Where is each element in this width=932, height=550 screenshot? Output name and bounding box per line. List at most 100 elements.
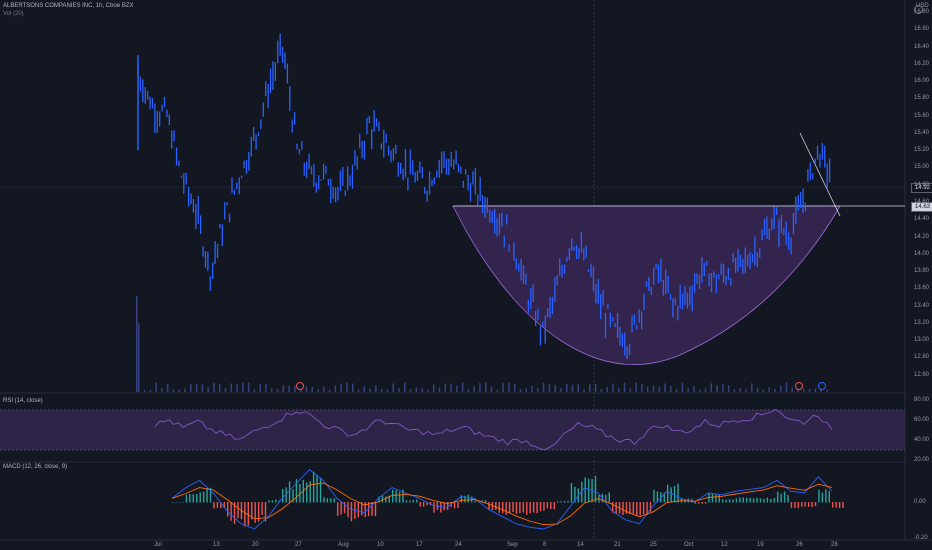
macd-histogram-bar <box>319 477 322 503</box>
volume-bar <box>756 387 759 392</box>
macd-histogram-bar <box>374 502 377 517</box>
macd-histogram-bar <box>732 499 734 503</box>
macd-histogram-bar <box>608 492 610 503</box>
volume-bar <box>629 388 632 392</box>
volume-bar <box>537 387 539 392</box>
volume-bar <box>467 389 470 392</box>
macd-histogram-bar <box>642 502 645 515</box>
volume-bar <box>456 385 458 392</box>
price-axis-tick: 13.00 <box>914 337 930 344</box>
macd-histogram-bar <box>550 502 552 510</box>
macd-histogram-bar <box>347 502 349 518</box>
rsi-axis-tick: 60.00 <box>914 417 930 423</box>
macd-histogram-bar <box>543 502 545 511</box>
macd-histogram-bar <box>185 494 188 503</box>
macd-histogram-bar <box>227 502 229 517</box>
volume-bar <box>646 386 649 392</box>
price-axis-tick: 12.60 <box>914 371 930 378</box>
volume-bar <box>774 388 776 392</box>
macd-histogram-bar <box>381 494 384 503</box>
macd-histogram-bar <box>288 481 291 503</box>
macd-histogram-bar <box>182 502 184 503</box>
volume-bar <box>675 388 678 392</box>
macd-histogram-bar <box>457 502 459 509</box>
macd-histogram-bar <box>196 494 198 503</box>
macd-histogram-bar <box>560 501 562 503</box>
time-axis-tick: 8 <box>543 542 547 548</box>
volume-bar <box>259 384 261 392</box>
macd-histogram-bar <box>422 502 425 507</box>
volume-label: Vol (20) <box>3 11 24 17</box>
macd-histogram-bar <box>752 498 755 503</box>
time-axis-tick: 13 <box>213 542 220 548</box>
volume-bar <box>652 385 655 392</box>
macd-histogram-bar <box>825 489 827 503</box>
volume-bar <box>184 388 186 392</box>
volume-bar <box>363 386 366 392</box>
macd-histogram-bar <box>622 502 624 516</box>
volume-bar <box>687 388 689 392</box>
macd-histogram-bar <box>361 502 363 516</box>
chart-title: ALBERTSONS COMPANIES INC, 1h, Cboe BZX <box>3 3 134 9</box>
macd-histogram-bar <box>254 502 256 523</box>
volume-bar <box>282 385 285 392</box>
volume-bar <box>253 389 256 392</box>
macd-histogram-bar <box>739 497 741 503</box>
macd-histogram-bar <box>216 502 219 508</box>
rsi-axis-tick: 80.00 <box>914 397 930 403</box>
macd-histogram-bar <box>639 502 641 516</box>
macd-histogram-bar <box>213 502 215 509</box>
macd-histogram-bar <box>519 502 521 513</box>
macd-histogram-bar <box>742 497 745 503</box>
crosshair-price-tag: 14.63 <box>911 202 932 212</box>
volume-bar <box>525 388 527 392</box>
macd-histogram-bar <box>192 494 195 503</box>
price-axis-tick: 15.60 <box>914 112 930 119</box>
macd-histogram-bar <box>447 502 449 510</box>
macd-histogram-bar <box>467 494 470 503</box>
macd-histogram-bar <box>419 502 421 507</box>
price-axis-tick: 14.20 <box>914 233 930 240</box>
macd-histogram-bar <box>350 502 353 522</box>
volume-bar <box>803 388 805 392</box>
macd-histogram-bar <box>443 502 445 511</box>
volume-bar <box>577 384 580 392</box>
volume-bar <box>201 384 204 392</box>
macd-histogram-bar <box>832 502 834 508</box>
price-axis-tick: 16.20 <box>914 60 930 67</box>
volume-bar <box>143 389 146 392</box>
time-axis-tick: 25 <box>650 542 657 548</box>
gear-icon[interactable] <box>914 5 923 14</box>
price-axis-tick: 13.60 <box>914 285 930 292</box>
volume-bar <box>658 387 660 392</box>
volume-bar <box>305 386 308 392</box>
macd-histogram-bar <box>526 502 528 515</box>
volume-bar <box>351 383 354 392</box>
price-axis-tick: 16.00 <box>914 78 930 85</box>
volume-bar <box>727 385 730 392</box>
price-axis-tick: 15.20 <box>914 147 930 154</box>
time-axis-tick: 14 <box>577 542 584 548</box>
volume-bar <box>681 382 684 392</box>
macd-histogram-bar <box>615 502 617 514</box>
volume-bar <box>218 384 221 392</box>
macd-histogram-bar <box>522 502 525 513</box>
macd-histogram-bar <box>378 496 380 503</box>
price-axis-tick: 15.80 <box>914 95 930 102</box>
macd-histogram-bar <box>722 499 724 503</box>
volume-bar <box>444 383 447 392</box>
time-axis-tick: 26 <box>796 542 803 548</box>
macd-histogram-bar <box>247 502 250 526</box>
macd-histogram-bar <box>653 489 655 503</box>
volume-bar <box>589 383 591 392</box>
macd-histogram-bar <box>412 499 415 503</box>
price-axis-tick: 14.80 <box>914 181 930 188</box>
macd-histogram-bar <box>811 502 813 507</box>
volume-bar <box>392 383 394 392</box>
macd-histogram-bar <box>299 483 301 503</box>
macd-histogram-bar <box>663 492 665 503</box>
macd-histogram-bar <box>271 500 274 503</box>
macd-histogram-bar <box>838 502 841 509</box>
macd-histogram-bar <box>398 491 401 503</box>
